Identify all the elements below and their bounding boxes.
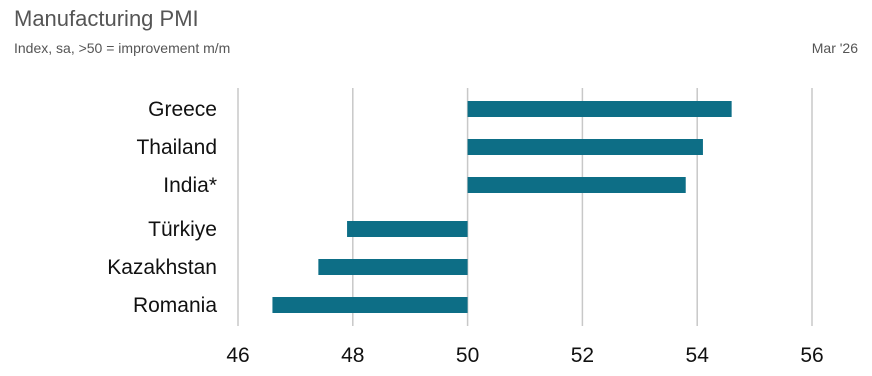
bar-greece xyxy=(467,101,732,117)
x-tick-label: 46 xyxy=(226,344,249,367)
bar-kazakhstan xyxy=(318,259,468,275)
chart-title: Manufacturing PMI xyxy=(14,6,199,31)
x-tick-label: 52 xyxy=(571,344,594,367)
bar-india xyxy=(467,177,686,193)
bar-trkiye xyxy=(347,221,468,237)
category-label: Kazakhstan xyxy=(107,256,217,279)
x-tick-label: 48 xyxy=(341,344,364,367)
x-tick-label: 54 xyxy=(686,344,710,367)
category-label: Türkiye xyxy=(148,218,217,241)
category-label: Greece xyxy=(148,98,217,121)
bar-thailand xyxy=(467,139,703,155)
x-tick-label: 56 xyxy=(800,344,823,367)
chart-subtitle: Index, sa, >50 = improvement m/m xyxy=(14,40,231,56)
x-tick-label: 50 xyxy=(456,344,479,367)
category-label: Thailand xyxy=(136,136,217,159)
bar-romania xyxy=(272,297,468,313)
category-label: India* xyxy=(163,174,217,197)
category-label: Romania xyxy=(133,294,217,317)
chart-date: Mar '26 xyxy=(811,40,858,56)
